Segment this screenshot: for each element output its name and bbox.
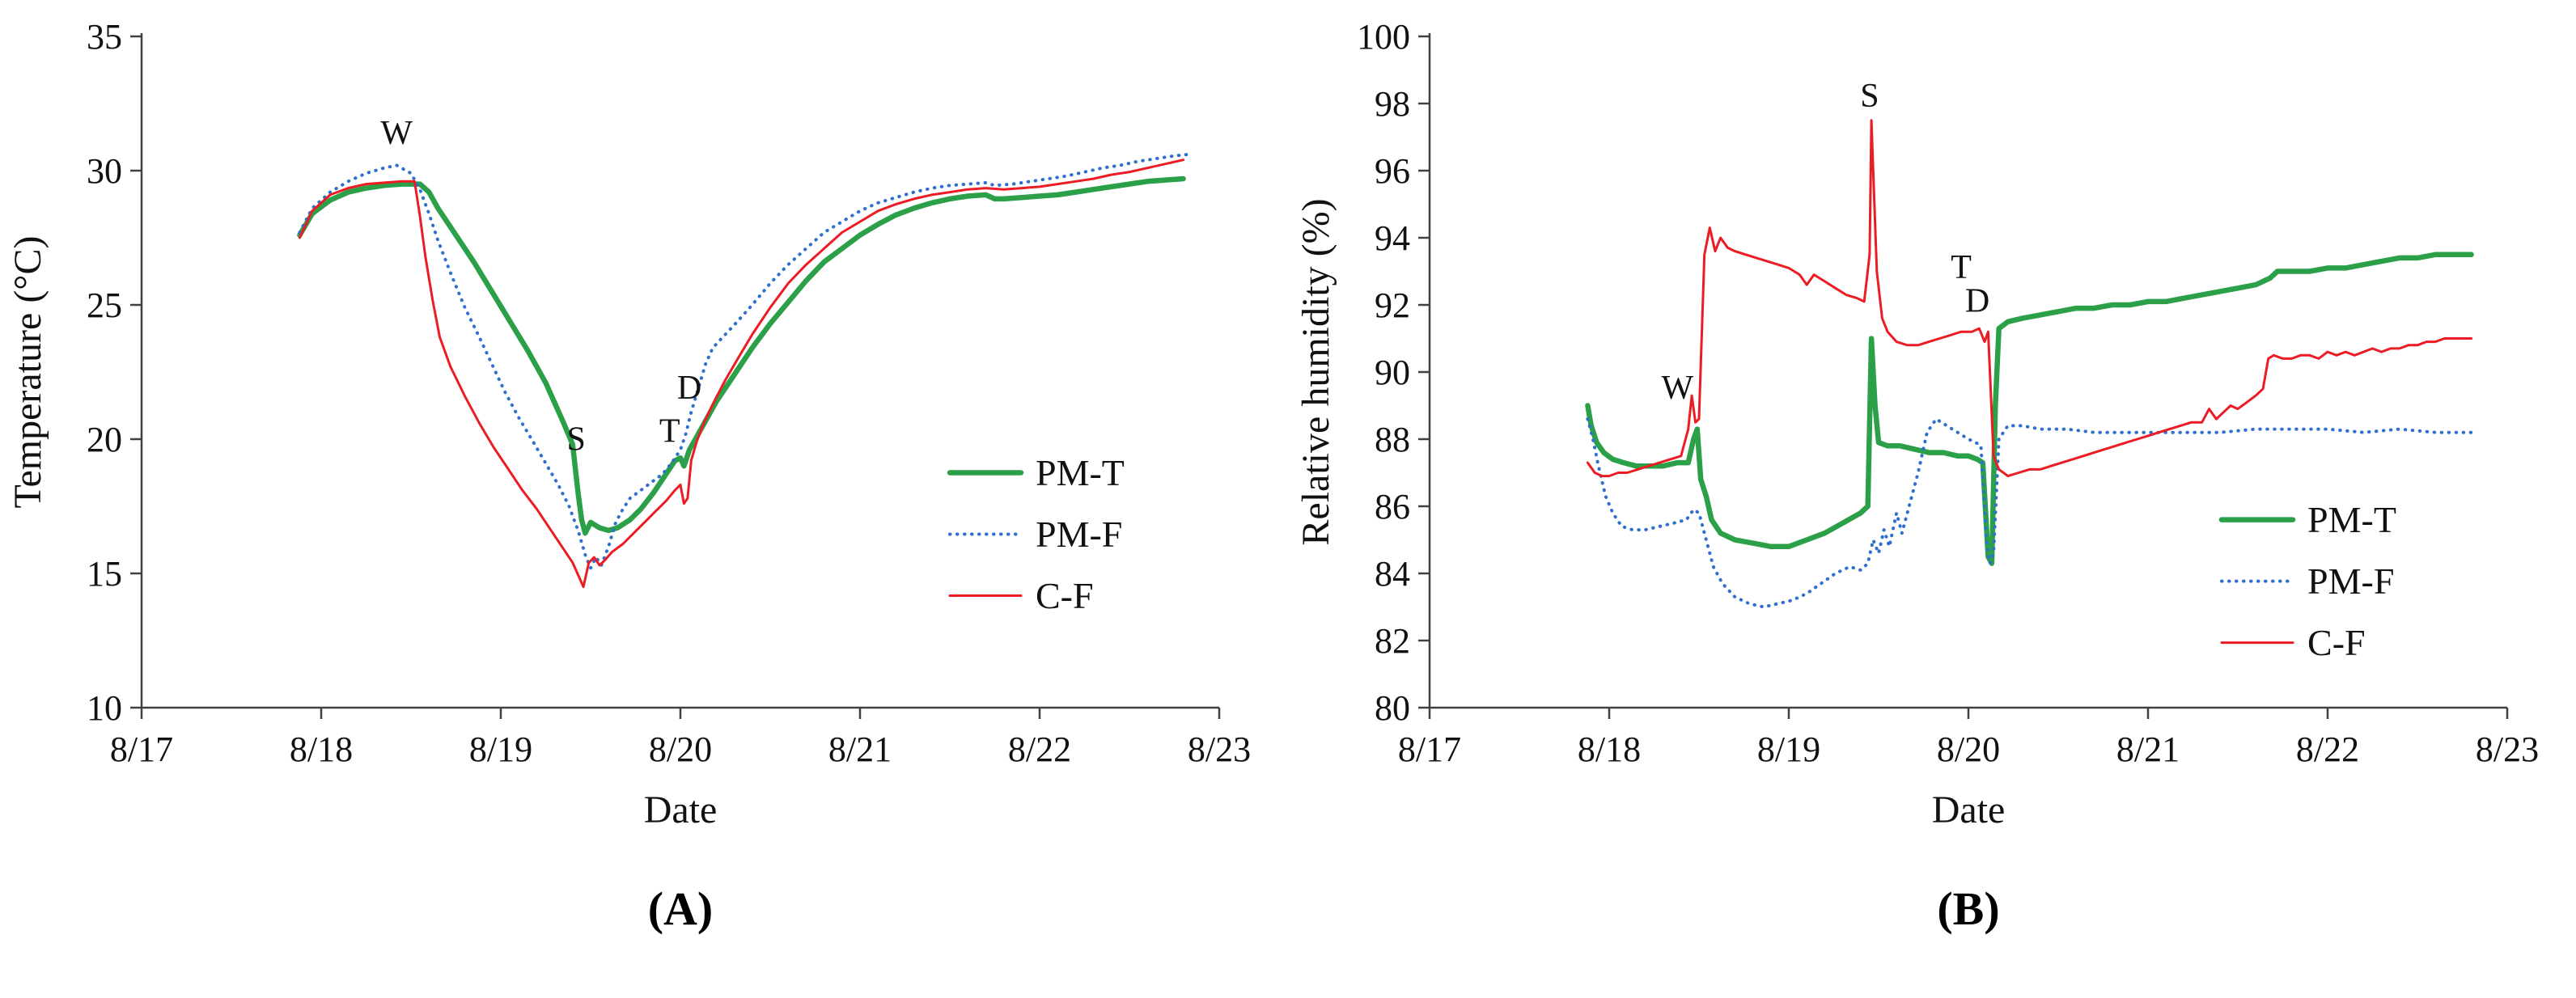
annotation-D: D [1965, 282, 1989, 319]
y-axis-title: Temperature (°C) [6, 235, 49, 508]
series-line-PM-F [1586, 417, 2473, 609]
x-axis-title: Date [644, 789, 718, 831]
x-tick-label: 8/22 [1008, 729, 1071, 769]
y-axis-title: Relative humidity (%) [1294, 198, 1337, 545]
y-tick-label: 25 [87, 285, 122, 325]
legend-label-C-F: C-F [2307, 622, 2366, 663]
annotation-W: W [380, 115, 413, 152]
legend: PM-T PM-F C-F [2218, 499, 2396, 663]
annotation-W: W [1662, 370, 1694, 407]
x-tick-label: 8/18 [1578, 729, 1641, 769]
x-tick-label: 8/20 [1937, 729, 2000, 769]
x-tick-label: 8/17 [110, 729, 173, 769]
y-tick-label: 35 [87, 17, 122, 57]
x-tick-label: 8/19 [469, 729, 532, 769]
x-tick-label: 8/18 [290, 729, 353, 769]
series-line-PM-T [1585, 252, 2474, 566]
y-tick-label: 30 [87, 151, 122, 191]
legend-label-PM-T: PM-T [1036, 452, 1125, 493]
annotation-D: D [677, 370, 701, 407]
legend-label-PM-T: PM-T [2307, 499, 2396, 540]
x-tick-label: 8/19 [1757, 729, 1820, 769]
y-tick-label: 86 [1375, 487, 1410, 526]
x-tick-label: 8/23 [2476, 729, 2539, 769]
legend-label-C-F: C-F [1036, 575, 1094, 616]
panel-b-humidity: 80 82 84 86 88 90 92 94 96 98 100 8/17 8/18 8/19 8/20 8… [1288, 0, 2576, 998]
axes: 80 82 84 86 88 90 92 94 96 98 100 8/17 8/18 8/19 8/20 8… [1357, 17, 2539, 769]
x-axis-title: Date [1932, 789, 2006, 831]
x-tick-label: 8/21 [828, 729, 892, 769]
series-line-C-F [298, 159, 1185, 589]
x-tick-label: 8/22 [2296, 729, 2359, 769]
y-tick-label: 94 [1375, 218, 1410, 258]
annotation-S: S [1860, 78, 1879, 115]
legend: PM-T PM-F C-F [947, 452, 1125, 616]
y-tick-label: 84 [1375, 554, 1410, 594]
y-tick-label: 80 [1375, 688, 1410, 728]
y-tick-label: 90 [1375, 353, 1410, 392]
temperature-chart: 10 15 20 25 30 35 8/17 8/18 8/19 8/20 8/21 8/22 8/23… [6, 17, 1251, 831]
y-tick-label: 92 [1375, 285, 1410, 325]
x-tick-label: 8/21 [2116, 729, 2180, 769]
series-line-PM-F [298, 153, 1188, 570]
y-tick-label: 100 [1357, 17, 1410, 57]
annotation-T: T [1951, 249, 1972, 286]
y-tick-label: 10 [87, 688, 122, 728]
humidity-chart: 80 82 84 86 88 90 92 94 96 98 100 8/17 8/18 8/19 8/20 8… [1294, 17, 2539, 831]
y-tick-label: 82 [1375, 621, 1410, 661]
panel-a-temperature: 10 15 20 25 30 35 8/17 8/18 8/19 8/20 8/21 8/22 8/23… [6, 17, 1251, 935]
y-tick-label: 98 [1375, 84, 1410, 124]
legend-label-PM-F: PM-F [2307, 560, 2394, 602]
annotation-S: S [567, 421, 586, 458]
annotation-T: T [659, 412, 680, 450]
series-line-C-F [1586, 119, 2473, 478]
axes: 10 15 20 25 30 35 8/17 8/18 8/19 8/20 8/21 8/22 8/23 [87, 17, 1251, 769]
panel-a-caption: (A) [647, 882, 714, 935]
y-tick-label: 20 [87, 420, 122, 459]
panel-b-caption: (B) [1937, 882, 2000, 935]
x-tick-label: 8/17 [1398, 729, 1461, 769]
series-line-PM-T [297, 175, 1186, 536]
legend-label-PM-F: PM-F [1036, 514, 1122, 555]
x-tick-label: 8/20 [649, 729, 712, 769]
y-tick-label: 15 [87, 554, 122, 594]
y-tick-label: 88 [1375, 420, 1410, 459]
x-tick-label: 8/23 [1188, 729, 1251, 769]
y-tick-label: 96 [1375, 151, 1410, 191]
